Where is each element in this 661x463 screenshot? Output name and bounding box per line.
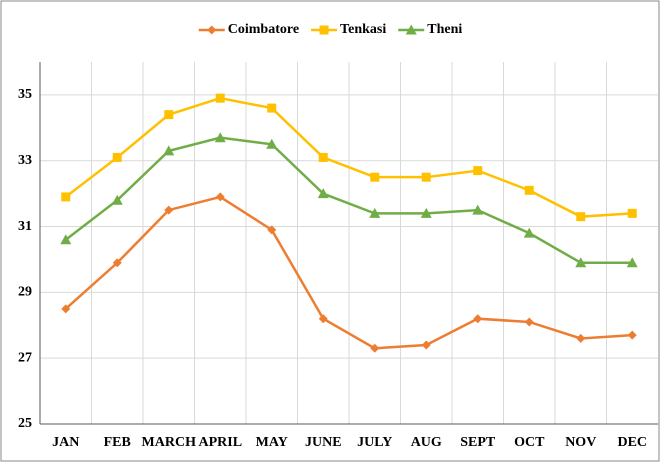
marker	[524, 185, 534, 195]
y-tick-label: 31	[18, 219, 32, 234]
marker	[267, 225, 277, 235]
marker	[266, 138, 278, 149]
marker	[524, 317, 534, 327]
marker	[112, 258, 122, 268]
marker	[523, 227, 535, 238]
marker	[215, 93, 225, 103]
legend-label: Theni	[427, 22, 462, 37]
marker	[164, 205, 174, 215]
marker	[207, 25, 217, 35]
marker	[473, 166, 483, 176]
y-tick-label: 35	[18, 87, 32, 102]
marker	[421, 340, 431, 350]
marker	[370, 343, 380, 353]
marker	[319, 25, 329, 35]
series-line	[64, 195, 633, 350]
marker	[163, 145, 175, 156]
marker	[112, 152, 122, 162]
marker	[267, 103, 277, 113]
marker	[61, 304, 71, 314]
legend-item: Coimbatore	[198, 22, 299, 37]
x-tick-label: DEC	[617, 435, 647, 450]
legend-item: Theni	[398, 22, 462, 37]
legend-item: Tenkasi	[311, 22, 386, 37]
x-tick-label: OCT	[514, 435, 545, 450]
x-tick-label: NOV	[565, 435, 596, 450]
marker	[405, 24, 417, 35]
x-tick-label: MAY	[256, 435, 288, 450]
series-line	[64, 96, 633, 218]
marker	[472, 204, 484, 215]
marker	[421, 172, 431, 182]
marker	[627, 330, 637, 340]
marker	[61, 192, 71, 202]
x-tick-label: APRIL	[198, 435, 242, 450]
marker	[215, 192, 225, 202]
y-tick-label: 25	[18, 416, 32, 431]
y-tick-label: 29	[18, 285, 32, 300]
marker	[576, 212, 586, 222]
x-tick-label: SEPT	[460, 435, 496, 450]
marker	[214, 132, 226, 143]
x-tick-label: AUG	[411, 435, 442, 450]
marker	[111, 194, 123, 205]
marker	[626, 257, 638, 268]
marker	[370, 172, 380, 182]
marker	[318, 314, 328, 324]
marker	[164, 110, 174, 120]
x-tick-label: MARCH	[142, 435, 197, 450]
marker	[60, 234, 72, 245]
marker	[317, 188, 329, 199]
marker	[576, 333, 586, 343]
series-line	[64, 136, 633, 264]
y-tick-label: 33	[18, 153, 32, 168]
y-tick-label: 27	[18, 350, 32, 365]
marker	[420, 207, 432, 218]
x-tick-label: FEB	[104, 435, 131, 450]
legend-label: Tenkasi	[340, 22, 386, 37]
marker	[627, 208, 637, 218]
marker	[575, 257, 587, 268]
legend: Coimbatore Tenkasi Theni	[198, 22, 462, 37]
marker	[318, 152, 328, 162]
marker	[473, 314, 483, 324]
x-tick-label: JUNE	[305, 435, 342, 450]
x-tick-label: JULY	[357, 435, 392, 450]
marker	[369, 207, 381, 218]
x-tick-label: JAN	[52, 435, 79, 450]
legend-label: Coimbatore	[228, 22, 299, 37]
